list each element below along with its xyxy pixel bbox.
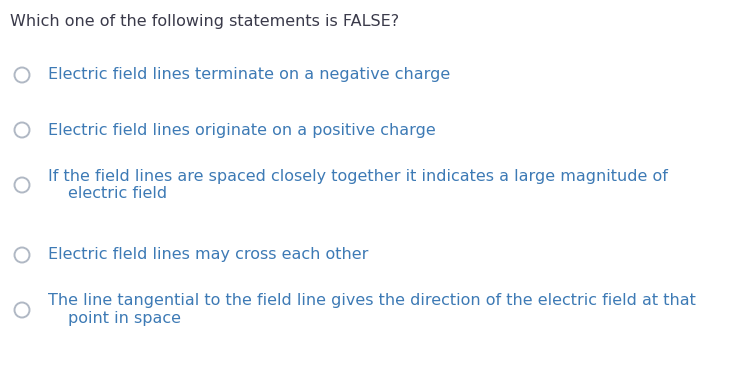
Text: Electric fleld lines may cross each other: Electric fleld lines may cross each othe…	[48, 247, 369, 262]
Text: Which one of the following statements is FALSE?: Which one of the following statements is…	[10, 14, 399, 29]
Text: point in space: point in space	[68, 312, 181, 327]
Text: electric field: electric field	[68, 186, 167, 201]
Text: Electric field lines terminate on a negative charge: Electric field lines terminate on a nega…	[48, 68, 451, 83]
Text: If the field lines are spaced closely together it indicates a large magnitude of: If the field lines are spaced closely to…	[48, 169, 668, 183]
Text: The line tangential to the field line gives the direction of the electric field : The line tangential to the field line gi…	[48, 293, 696, 308]
Text: Electric field lines originate on a positive charge: Electric field lines originate on a posi…	[48, 122, 436, 137]
